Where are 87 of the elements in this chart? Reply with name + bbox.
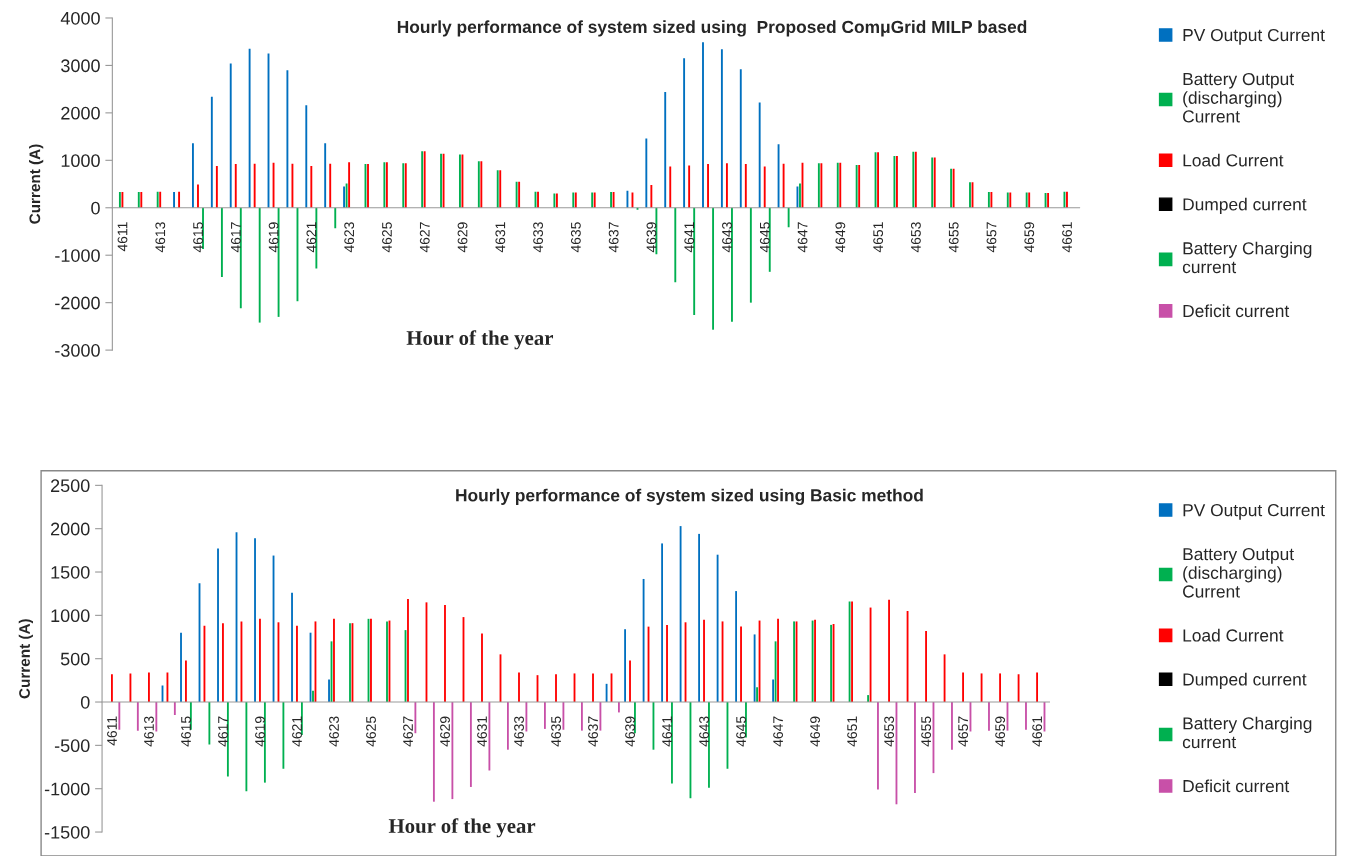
x-tick-label: 4633 — [533, 222, 544, 253]
x-tick-label: 4653 — [884, 716, 895, 747]
y-tick-label: 1000 — [51, 609, 90, 623]
legend-label: PV Output Current — [1183, 504, 1325, 520]
x-tick-label: 4611 — [117, 222, 128, 252]
legend-label: Battery Output (discharging) Current — [1183, 72, 1294, 123]
x-tick-label: 4631 — [495, 222, 506, 253]
y-axis-title: Current (A) — [29, 144, 44, 224]
x-tick-label: 4619 — [268, 222, 279, 253]
x-tick-label: 4649 — [810, 716, 821, 747]
x-axis-title: Hour of the year — [406, 330, 554, 350]
y-tick-label: 4000 — [60, 11, 100, 25]
x-tick-label: 4645 — [759, 222, 770, 253]
legend-label: Load Current — [1183, 628, 1284, 642]
x-tick-label: 4651 — [873, 222, 884, 253]
y-tick-label: 2500 — [51, 479, 90, 493]
x-tick-label: 4647 — [797, 222, 808, 253]
y-tick-label: 0 — [91, 201, 100, 215]
x-tick-label: 4647 — [773, 716, 783, 747]
legend-label: Battery Charging current — [1182, 241, 1312, 274]
x-tick-label: 4621 — [306, 222, 317, 253]
x-tick-label: 4657 — [986, 222, 997, 253]
x-tick-label: 4627 — [403, 716, 413, 747]
legend-label: Battery Output (discharging) Current — [1183, 547, 1294, 598]
x-tick-label: 4653 — [910, 222, 921, 253]
y-tick-label: 1500 — [51, 565, 90, 579]
x-tick-label: 4613 — [155, 222, 166, 253]
y-tick-label: 3000 — [61, 59, 100, 73]
x-tick-label: 4621 — [292, 716, 302, 747]
chart-title: Hourly performance of system sized using Basic method — [456, 488, 923, 505]
legend-label: PV Output Current — [1183, 28, 1325, 45]
x-tick-label: 4617 — [230, 222, 241, 253]
x-tick-label: 4625 — [366, 716, 376, 747]
x-tick-label: 4651 — [847, 716, 858, 747]
x-tick-label: 4655 — [921, 716, 932, 747]
x-tick-label: 4661 — [1032, 716, 1043, 747]
y-tick-label: 1000 — [61, 154, 100, 168]
x-tick-label: 4623 — [344, 222, 355, 253]
x-axis-title: Hour of the year — [388, 818, 536, 838]
x-tick-label: 4615 — [181, 716, 191, 747]
y-tick-label: -3000 — [55, 344, 100, 357]
legend-label: Load Current — [1183, 153, 1284, 167]
x-tick-label: 4619 — [255, 716, 265, 747]
y-axis-title: Current (A) — [18, 619, 33, 699]
x-tick-label: 4635 — [551, 716, 561, 747]
x-tick-label: 4617 — [218, 716, 228, 747]
x-tick-label: 4629 — [440, 716, 450, 747]
y-tick-label: 500 — [60, 652, 90, 666]
x-tick-label: 4613 — [144, 716, 154, 747]
legend-label: Battery Charging current — [1182, 716, 1312, 749]
x-tick-label: 4641 — [684, 222, 695, 253]
x-tick-label: 4625 — [382, 222, 392, 253]
x-tick-label: 4639 — [625, 716, 635, 747]
x-tick-label: 4639 — [646, 222, 657, 253]
x-tick-label: 4643 — [699, 716, 709, 747]
legend-label: Deficit current — [1183, 779, 1290, 793]
x-tick-label: 4635 — [570, 222, 581, 253]
x-tick-label: 4637 — [608, 222, 619, 253]
x-tick-label: 4655 — [948, 222, 959, 253]
legend-label: Dumped current — [1183, 197, 1307, 214]
x-tick-label: 4615 — [193, 222, 203, 253]
x-tick-label: 4641 — [662, 716, 672, 747]
x-tick-label: 4631 — [477, 716, 487, 747]
x-tick-label: 4661 — [1062, 222, 1072, 253]
y-tick-label: -2000 — [55, 296, 100, 310]
x-tick-label: 4611 — [107, 716, 117, 746]
y-tick-label: 2000 — [51, 522, 90, 536]
x-tick-label: 4643 — [722, 222, 732, 253]
y-tick-label: 0 — [80, 695, 90, 709]
x-tick-label: 4633 — [514, 716, 524, 747]
y-tick-label: -1000 — [55, 249, 100, 262]
x-tick-label: 4637 — [588, 716, 598, 747]
y-tick-label: 2000 — [61, 106, 100, 120]
x-tick-label: 4645 — [736, 716, 746, 747]
x-tick-label: 4649 — [835, 222, 846, 253]
legend-label: Dumped current — [1183, 672, 1307, 690]
x-tick-label: 4659 — [1024, 222, 1035, 253]
y-tick-label: -1500 — [44, 825, 90, 839]
x-tick-label: 4657 — [958, 716, 969, 747]
x-tick-label: 4623 — [329, 716, 339, 747]
x-tick-label: 4627 — [419, 222, 430, 253]
legend-label: Deficit current — [1183, 304, 1290, 318]
chart-title: Hourly performance of system sized using Proposed ComμGrid MILP based — [397, 20, 1027, 37]
x-tick-label: 4629 — [457, 222, 468, 253]
y-tick-label: -1000 — [44, 782, 90, 796]
x-tick-label: 4659 — [995, 716, 1006, 747]
y-tick-label: -500 — [54, 739, 90, 753]
